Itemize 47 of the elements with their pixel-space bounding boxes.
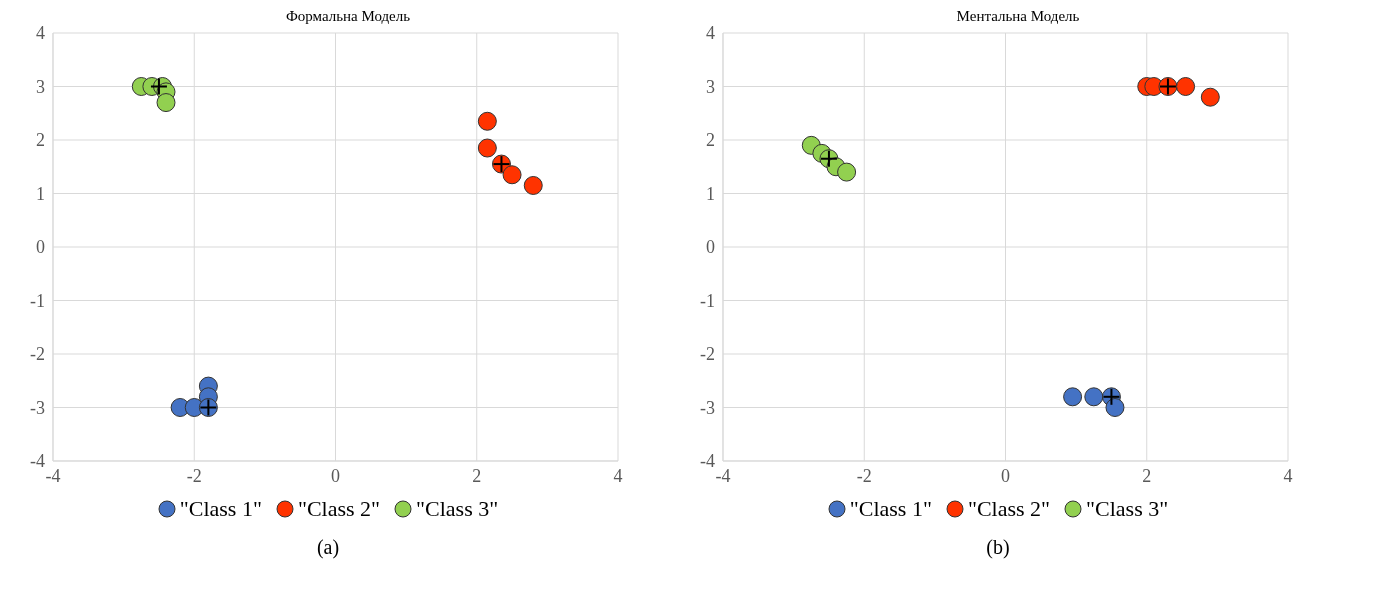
y-tick-label: 1 <box>36 183 45 204</box>
y-tick-label: -2 <box>700 344 715 365</box>
chart-title: Формальна Модель <box>284 8 412 25</box>
x-tick-label: 4 <box>1283 465 1293 486</box>
point <box>1200 87 1220 107</box>
y-tick-label: -1 <box>30 290 45 311</box>
y-tick-label: 2 <box>706 130 715 151</box>
y-tick-label: 0 <box>706 237 715 258</box>
y-tick-label: -2 <box>30 344 45 365</box>
x-tick-label: -2 <box>186 465 202 486</box>
y-tick-label: -4 <box>700 451 715 472</box>
point <box>477 138 497 158</box>
point <box>1158 77 1178 96</box>
legend-label: "Class 1" <box>179 496 262 522</box>
y-tick-label: 4 <box>36 23 45 44</box>
point <box>1063 387 1083 407</box>
y-tick-label: -4 <box>30 451 45 472</box>
point <box>1084 387 1104 407</box>
y-tick-label: 0 <box>36 237 45 258</box>
x-tick-label: 4 <box>613 465 623 486</box>
legend-label: "Class 3" <box>416 496 499 522</box>
x-tick-label: -2 <box>856 465 872 486</box>
x-tick-label: 2 <box>1142 465 1152 486</box>
legend-label: "Class 1" <box>849 496 932 522</box>
legend-label: "Class 2" <box>297 496 381 522</box>
point <box>156 93 176 113</box>
y-tick-label: 4 <box>706 23 715 44</box>
x-tick-label: 0 <box>1001 465 1010 486</box>
point <box>502 165 522 185</box>
y-tick-label: -3 <box>700 397 715 418</box>
point <box>523 175 543 195</box>
y-tick-label: 3 <box>36 76 45 97</box>
point <box>1176 77 1196 96</box>
text: (b) <box>985 536 1011 559</box>
y-tick-label: -1 <box>700 290 715 311</box>
text: (a) <box>315 536 341 559</box>
y-tick-label: 3 <box>706 76 715 97</box>
x-tick-label: 2 <box>472 465 482 486</box>
y-tick-label: -3 <box>30 397 45 418</box>
legend-label: "Class 2" <box>967 496 1051 522</box>
y-tick-label: 1 <box>706 183 715 204</box>
x-tick-label: 0 <box>331 465 340 486</box>
legend-label: "Class 3" <box>1086 496 1169 522</box>
point <box>837 162 857 182</box>
point <box>477 111 497 131</box>
chart-title: Ментальна Модель <box>955 8 1081 25</box>
y-tick-label: 2 <box>36 130 45 151</box>
